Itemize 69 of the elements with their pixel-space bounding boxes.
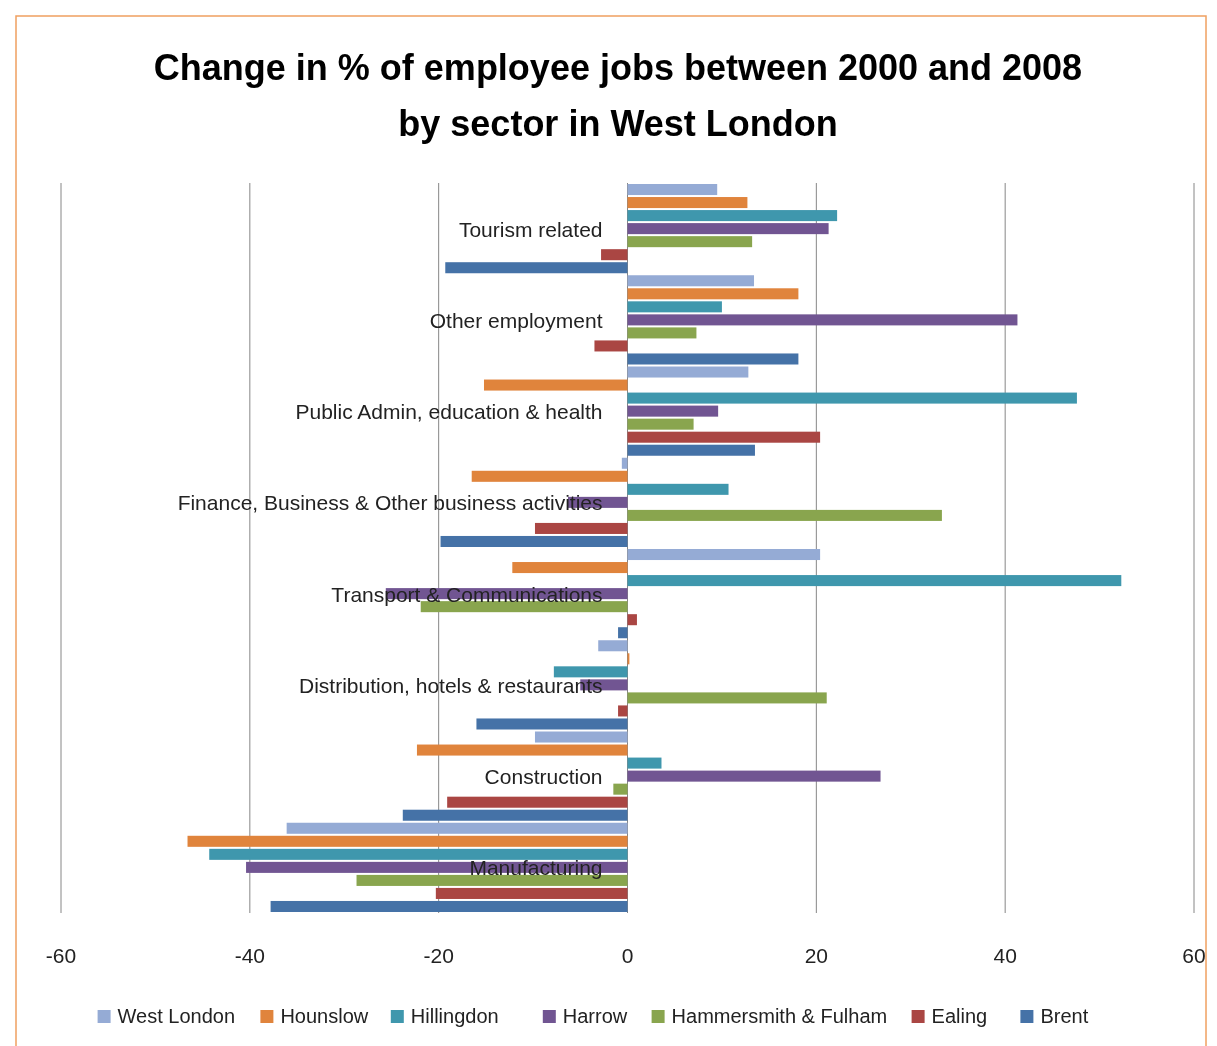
legend-label: Hammersmith & Fulham (671, 1005, 888, 1027)
bar (187, 835, 628, 847)
legend-label: Harrow (562, 1005, 628, 1027)
bar (627, 301, 722, 313)
legend-label: Hillingdon (410, 1005, 499, 1027)
bar (627, 444, 755, 456)
bar (627, 405, 719, 417)
bar (270, 900, 628, 912)
x-tick-label: 0 (621, 944, 634, 967)
bar (627, 353, 799, 365)
bar (627, 431, 821, 443)
bar (512, 562, 628, 574)
bar (627, 483, 729, 495)
bar (476, 718, 628, 730)
legend-label: West London (117, 1005, 236, 1027)
bar (627, 314, 1018, 326)
bar (627, 223, 829, 235)
bar (435, 887, 628, 899)
bar (627, 692, 827, 704)
bar (601, 249, 628, 261)
bar (286, 822, 628, 834)
bar (209, 848, 628, 860)
bar (618, 627, 628, 639)
bar (416, 744, 628, 756)
bar (627, 509, 942, 521)
bar (483, 379, 628, 391)
bar (627, 184, 718, 196)
bar (627, 392, 1077, 404)
bar (627, 236, 753, 248)
bar (627, 210, 838, 222)
legend-label: Hounslow (280, 1005, 369, 1027)
y-tick-label: Public Admin, education & health (295, 400, 603, 424)
bar (621, 457, 628, 469)
bar (471, 470, 628, 482)
y-tick-label: Other employment (429, 308, 603, 332)
legend-label: Ealing (931, 1005, 988, 1027)
x-tick-label: 40 (993, 944, 1017, 967)
bar (627, 575, 1122, 587)
bar (618, 705, 628, 717)
bar (445, 262, 628, 274)
y-tick-label: Tourism related (458, 217, 603, 241)
x-tick-label: 60 (1182, 944, 1206, 967)
chart-title: Change in % of employee jobs between 2000 and 2008 by sector in West London (153, 47, 1083, 144)
bar (627, 757, 662, 769)
x-tick-label: -20 (423, 944, 454, 967)
bar (627, 549, 821, 561)
x-tick-label: -60 (45, 944, 77, 967)
bar (627, 770, 881, 782)
bar (627, 327, 697, 339)
bar (440, 535, 628, 547)
bar (402, 809, 628, 821)
y-tick-label: Construction (484, 765, 603, 789)
bar (627, 366, 749, 378)
bar (534, 522, 628, 534)
bar (598, 640, 628, 652)
bar (627, 614, 637, 626)
x-tick-label: 20 (804, 944, 829, 967)
bar (613, 783, 628, 795)
legend-label: Brent (1040, 1005, 1089, 1027)
bar (534, 731, 628, 743)
bar (627, 418, 694, 430)
bar (594, 340, 628, 352)
bar (627, 275, 755, 287)
bar (627, 288, 799, 300)
bar (627, 197, 748, 209)
y-tick-label: Distribution, hotels & restaurants (299, 673, 603, 697)
x-tick-label: -40 (234, 944, 266, 967)
bar (447, 796, 628, 808)
bar (553, 666, 628, 678)
